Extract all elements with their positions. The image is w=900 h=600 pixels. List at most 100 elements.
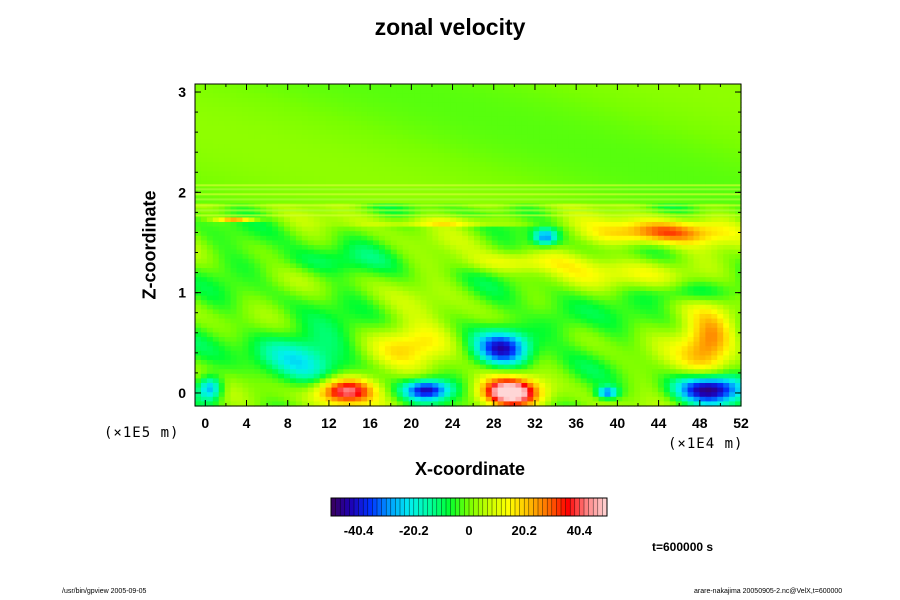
heatmap-cell xyxy=(254,332,261,338)
heatmap-cell xyxy=(402,116,410,122)
heatmap-cell xyxy=(396,171,404,177)
heatmap-cell xyxy=(206,143,214,149)
heatmap-cell xyxy=(687,153,695,159)
heatmap-cell xyxy=(568,300,576,306)
heatmap-cell xyxy=(384,93,392,99)
heatmap-cell xyxy=(367,157,374,163)
heatmap-cell xyxy=(450,314,457,320)
heatmap-cell xyxy=(212,249,220,255)
heatmap-cell xyxy=(414,134,422,140)
heatmap-cell xyxy=(628,300,635,306)
heatmap-cell xyxy=(444,291,451,297)
heatmap-cell xyxy=(628,153,635,159)
heatmap-cell xyxy=(295,84,303,90)
heatmap-cell xyxy=(390,272,398,278)
heatmap-cell xyxy=(408,277,416,283)
heatmap-cell xyxy=(337,309,344,315)
heatmap-cell xyxy=(337,268,344,274)
heatmap-cell xyxy=(325,277,333,283)
heatmap-cell xyxy=(224,245,232,251)
heatmap-cell xyxy=(479,286,487,292)
heatmap-cell xyxy=(426,199,433,205)
heatmap-cell xyxy=(509,217,517,223)
heatmap-cell xyxy=(331,226,339,232)
heatmap-cell xyxy=(301,93,309,99)
heatmap-cell xyxy=(485,166,493,172)
heatmap-cell xyxy=(254,231,261,237)
heatmap-cell xyxy=(586,222,594,228)
heatmap-cell xyxy=(426,162,433,168)
heatmap-cell xyxy=(497,180,505,186)
heatmap-cell xyxy=(634,107,641,113)
heatmap-cell xyxy=(402,217,410,223)
heatmap-cell xyxy=(663,258,671,264)
heatmap-cell xyxy=(479,166,487,172)
heatmap-cell xyxy=(289,97,297,103)
heatmap-cell xyxy=(218,323,226,329)
heatmap-cell xyxy=(343,134,350,140)
heatmap-cell xyxy=(509,134,517,140)
heatmap-cell xyxy=(456,157,463,163)
heatmap-cell xyxy=(729,323,736,329)
heatmap-cell xyxy=(289,139,297,145)
heatmap-cell xyxy=(378,281,386,287)
heatmap-cell xyxy=(313,272,321,278)
heatmap-cell xyxy=(669,111,677,117)
heatmap-cell xyxy=(378,263,386,269)
heatmap-cell xyxy=(212,120,220,126)
heatmap-cell xyxy=(450,189,457,195)
heatmap-cell xyxy=(278,176,285,182)
heatmap-cell xyxy=(533,226,540,232)
heatmap-cell xyxy=(212,226,220,232)
heatmap-cell xyxy=(705,130,712,136)
heatmap-cell xyxy=(307,286,315,292)
heatmap-cell xyxy=(646,157,653,163)
heatmap-cell xyxy=(533,194,540,200)
heatmap-cell xyxy=(473,180,481,186)
heatmap-cell xyxy=(622,199,629,205)
heatmap-cell xyxy=(396,240,404,246)
heatmap-cell xyxy=(266,323,273,329)
heatmap-cell xyxy=(687,314,695,320)
heatmap-cell xyxy=(663,93,671,99)
heatmap-cell xyxy=(200,139,208,145)
heatmap-cell xyxy=(515,286,523,292)
heatmap-cell xyxy=(610,134,617,140)
heatmap-cell xyxy=(503,254,511,260)
heatmap-cell xyxy=(284,318,291,324)
heatmap-cell xyxy=(551,125,558,131)
heatmap-cell xyxy=(248,111,255,117)
heatmap-cell xyxy=(313,295,321,301)
heatmap-cell xyxy=(675,272,683,278)
heatmap-cell xyxy=(408,235,416,241)
heatmap-cell xyxy=(705,217,712,223)
heatmap-cell xyxy=(396,148,404,154)
heatmap-cell xyxy=(343,84,350,90)
heatmap-cell xyxy=(224,272,232,278)
heatmap-cell xyxy=(723,249,730,255)
heatmap-cell xyxy=(735,185,742,191)
heatmap-cell xyxy=(272,111,279,117)
heatmap-cell xyxy=(456,139,463,145)
heatmap-cell xyxy=(361,153,368,159)
heatmap-cell xyxy=(278,130,285,136)
heatmap-cell xyxy=(438,263,445,269)
heatmap-cell xyxy=(349,153,356,159)
heatmap-cell xyxy=(390,130,398,136)
heatmap-cell xyxy=(272,286,279,292)
heatmap-cell xyxy=(681,295,689,301)
heatmap-cell xyxy=(462,176,469,182)
heatmap-cell xyxy=(301,130,309,136)
heatmap-cell xyxy=(402,300,410,306)
heatmap-cell xyxy=(313,194,321,200)
heatmap-cell xyxy=(195,166,202,172)
heatmap-cell xyxy=(254,249,261,255)
heatmap-cell xyxy=(586,139,594,145)
heatmap-cell xyxy=(242,300,250,306)
heatmap-cell xyxy=(705,240,712,246)
heatmap-cell xyxy=(473,240,481,246)
heatmap-cell xyxy=(414,97,422,103)
heatmap-cell xyxy=(284,93,291,99)
heatmap-cell xyxy=(337,199,344,205)
heatmap-cell xyxy=(479,125,487,131)
